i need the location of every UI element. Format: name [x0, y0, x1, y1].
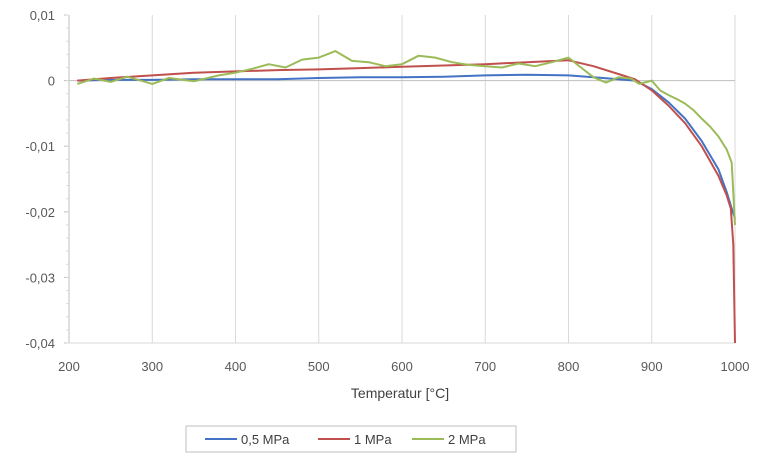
x-tick-label: 1000	[721, 359, 750, 374]
legend: 0,5 MPa 1 MPa 2 MPa	[185, 425, 517, 453]
y-tick-label: -0,02	[25, 205, 55, 220]
data-series	[76, 50, 736, 344]
y-axis-tick-labels: 0,01 0 -0,01 -0,02 -0,03 -0,04	[25, 8, 55, 351]
x-tick-label: 800	[558, 359, 580, 374]
x-tick-label: 200	[58, 359, 80, 374]
x-tick-label: 900	[641, 359, 663, 374]
x-tick-label: 300	[141, 359, 163, 374]
legend-label-0: 0,5 MPa	[241, 432, 290, 447]
x-tick-label: 700	[474, 359, 496, 374]
y-tick-label: -0,03	[25, 270, 55, 285]
series-line-0	[77, 73, 736, 219]
legend-label-2: 2 MPa	[448, 432, 486, 447]
x-tick-label: 400	[225, 359, 247, 374]
x-axis-tick-labels: 200 300 400 500 600 700 800 900 1000	[58, 359, 749, 374]
legend-box	[185, 425, 517, 453]
x-tick-label: 600	[391, 359, 413, 374]
y-tick-label: -0,04	[25, 336, 55, 351]
x-tick-label: 500	[308, 359, 330, 374]
y-tick-label: -0,01	[25, 139, 55, 154]
series-line-2	[76, 50, 736, 225]
series-line-1	[77, 59, 736, 344]
y-tick-label: 0,01	[30, 8, 55, 23]
legend-label-1: 1 MPa	[354, 432, 392, 447]
x-axis-title: Temperatur [°C]	[351, 385, 449, 401]
y-tick-label: 0	[48, 74, 55, 89]
